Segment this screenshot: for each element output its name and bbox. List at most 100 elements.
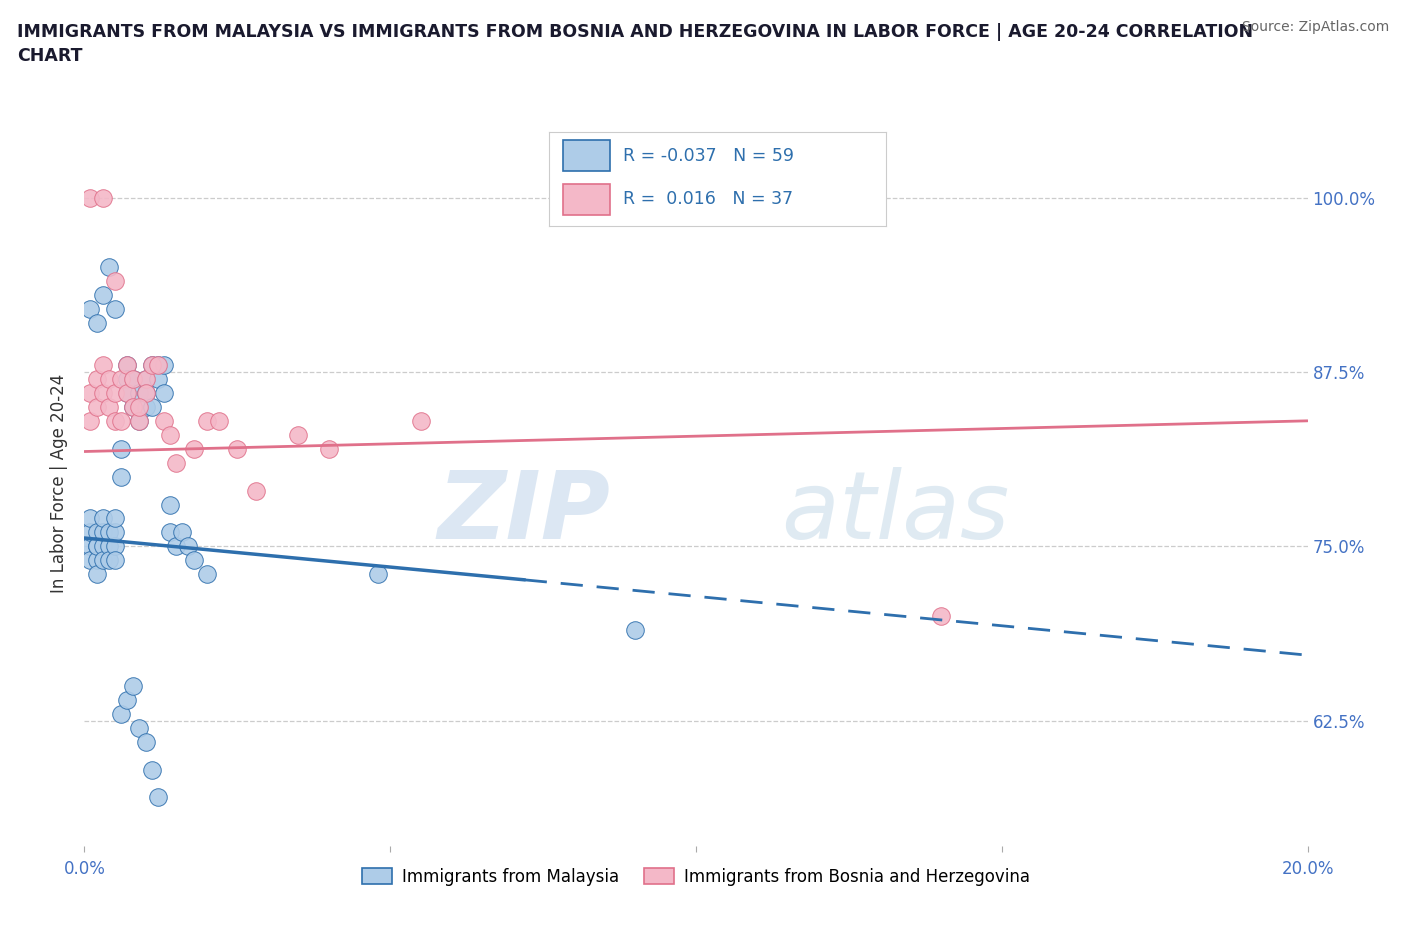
Point xyxy=(104,273,127,288)
Point xyxy=(183,441,205,456)
Point xyxy=(195,566,218,582)
Point xyxy=(79,538,101,553)
Point xyxy=(208,413,231,428)
Point xyxy=(146,357,169,372)
Point xyxy=(135,371,157,386)
Point xyxy=(86,538,108,553)
Point xyxy=(110,706,132,721)
Point xyxy=(318,441,340,456)
Point xyxy=(122,371,145,386)
Point xyxy=(624,623,647,638)
Point xyxy=(141,357,163,372)
Point xyxy=(195,413,218,428)
Point xyxy=(86,538,108,553)
Point xyxy=(128,385,150,400)
Point xyxy=(172,525,194,539)
Point xyxy=(97,259,120,274)
Point xyxy=(104,525,127,539)
Point xyxy=(146,357,169,372)
Point xyxy=(135,400,157,415)
Point xyxy=(245,483,267,498)
Point xyxy=(91,357,114,372)
Point xyxy=(367,566,389,582)
Point xyxy=(128,413,150,428)
Point xyxy=(110,469,132,484)
Point xyxy=(91,552,114,567)
Point xyxy=(79,385,101,400)
Point xyxy=(115,357,138,372)
Point xyxy=(165,538,187,553)
Point xyxy=(86,525,108,539)
Point xyxy=(110,413,132,428)
Point xyxy=(79,552,101,567)
Point xyxy=(97,371,120,386)
Point xyxy=(141,400,163,415)
Point xyxy=(86,371,108,386)
Point xyxy=(146,790,169,805)
Text: atlas: atlas xyxy=(782,467,1010,558)
Point xyxy=(104,538,127,553)
Y-axis label: In Labor Force | Age 20-24: In Labor Force | Age 20-24 xyxy=(51,374,69,593)
Point xyxy=(86,552,108,567)
Point xyxy=(110,371,132,386)
Text: Source: ZipAtlas.com: Source: ZipAtlas.com xyxy=(1241,20,1389,34)
Point xyxy=(146,371,169,386)
Point xyxy=(91,538,114,553)
Point xyxy=(97,538,120,553)
Point xyxy=(104,413,127,428)
Point xyxy=(159,497,181,512)
Point xyxy=(104,301,127,316)
Point xyxy=(115,385,138,400)
Point xyxy=(97,400,120,415)
Legend: Immigrants from Malaysia, Immigrants from Bosnia and Herzegovina: Immigrants from Malaysia, Immigrants fro… xyxy=(356,861,1036,893)
Point xyxy=(929,608,952,623)
Point xyxy=(79,413,101,428)
Point xyxy=(122,371,145,386)
Point xyxy=(91,385,114,400)
Point xyxy=(86,315,108,330)
Point xyxy=(141,357,163,372)
Point xyxy=(97,552,120,567)
Point xyxy=(91,190,114,205)
Point xyxy=(135,371,157,386)
Point xyxy=(86,566,108,582)
Point xyxy=(226,441,249,456)
Point xyxy=(141,762,163,777)
Point xyxy=(409,413,432,428)
Point xyxy=(115,385,138,400)
Point xyxy=(115,357,138,372)
Point xyxy=(91,511,114,525)
Point xyxy=(128,413,150,428)
Point xyxy=(115,371,138,386)
Point xyxy=(183,552,205,567)
Point xyxy=(287,427,309,442)
Point xyxy=(159,525,181,539)
Point xyxy=(110,441,132,456)
Text: IMMIGRANTS FROM MALAYSIA VS IMMIGRANTS FROM BOSNIA AND HERZEGOVINA IN LABOR FORC: IMMIGRANTS FROM MALAYSIA VS IMMIGRANTS F… xyxy=(17,23,1253,65)
Point xyxy=(128,720,150,735)
Point xyxy=(79,190,101,205)
Point xyxy=(153,357,176,372)
Point xyxy=(104,385,127,400)
Point xyxy=(104,511,127,525)
Point xyxy=(135,735,157,750)
Point xyxy=(79,525,101,539)
Point xyxy=(122,678,145,693)
Point xyxy=(128,400,150,415)
Point xyxy=(153,413,176,428)
Point xyxy=(122,400,145,415)
Point xyxy=(165,455,187,470)
Point xyxy=(79,301,101,316)
Point xyxy=(159,427,181,442)
Point xyxy=(122,400,145,415)
Point xyxy=(104,552,127,567)
Point xyxy=(153,385,176,400)
Point xyxy=(115,692,138,707)
Point xyxy=(91,525,114,539)
Point xyxy=(79,511,101,525)
Point xyxy=(97,525,120,539)
Point xyxy=(177,538,200,553)
Point xyxy=(86,400,108,415)
Point xyxy=(91,287,114,302)
Point xyxy=(135,385,157,400)
